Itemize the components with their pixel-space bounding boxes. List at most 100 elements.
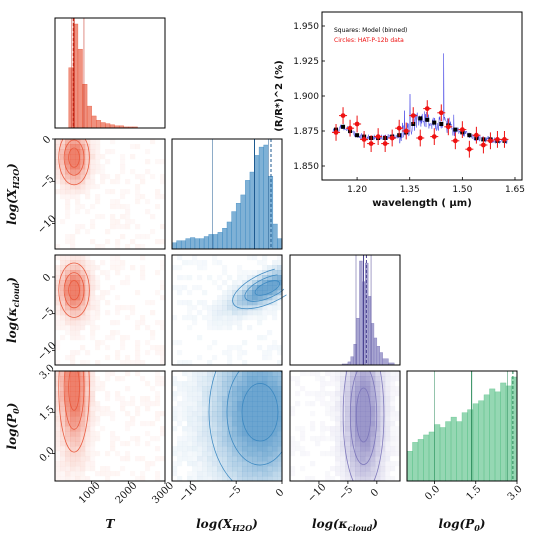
density-cell [110, 224, 116, 230]
density-cell [272, 391, 278, 397]
density-cell [80, 446, 86, 452]
density-cell [267, 471, 273, 477]
density-cell [300, 431, 306, 437]
density-cell [95, 164, 101, 170]
density-cell [370, 386, 376, 392]
density-cell [90, 169, 96, 175]
density-cell [80, 285, 86, 291]
density-cell [212, 456, 218, 462]
density-cell [90, 265, 96, 271]
density-cell [257, 426, 263, 432]
density-cell [125, 401, 131, 407]
density-cell [145, 209, 151, 215]
density-cell [80, 300, 86, 306]
density-cell [105, 396, 111, 402]
density-cell [80, 441, 86, 447]
density-cell [60, 144, 66, 150]
density-cell [85, 386, 91, 392]
density-cell [295, 376, 301, 382]
density-cell [135, 290, 141, 296]
density-cell [55, 476, 61, 482]
density-cell [217, 320, 223, 326]
density-cell [197, 456, 203, 462]
density-cell [70, 159, 76, 165]
density-cell [160, 265, 166, 271]
density-cell [75, 149, 81, 155]
data-point [389, 135, 395, 141]
density-cell [65, 471, 71, 477]
density-cell [130, 360, 136, 366]
density-cell [257, 416, 263, 422]
data-point [333, 130, 339, 135]
density-cell [365, 401, 371, 407]
density-cell [257, 431, 263, 437]
density-cell [60, 260, 66, 266]
density-cell [227, 466, 233, 472]
density-cell [252, 255, 258, 261]
density-cell [115, 320, 121, 326]
density-cell [80, 421, 86, 427]
density-cell [95, 184, 101, 190]
density-cell [212, 411, 218, 417]
density-cell [325, 371, 331, 377]
density-cell [95, 431, 101, 437]
density-cell [232, 396, 238, 402]
density-cell [187, 260, 193, 266]
density-cell [335, 406, 341, 412]
density-cell [155, 436, 161, 442]
density-cell [70, 149, 76, 155]
density-cell [65, 139, 71, 145]
density-cell [115, 396, 121, 402]
density-cell [242, 305, 248, 311]
density-cell [202, 466, 208, 472]
density-cell [257, 441, 263, 447]
density-cell [365, 441, 371, 447]
density-cell [267, 305, 273, 311]
density-cell [197, 310, 203, 316]
density-cell [320, 451, 326, 457]
density-cell [75, 305, 81, 311]
density-cell [340, 401, 346, 407]
density-cell [212, 340, 218, 346]
density-cell [385, 386, 391, 392]
density-cell [105, 335, 111, 341]
density-cell [385, 421, 391, 427]
density-cell [222, 315, 228, 321]
density-cell [75, 431, 81, 437]
density-cell [60, 391, 66, 397]
density-cell [177, 275, 183, 281]
density-cell [320, 376, 326, 382]
density-cell [197, 396, 203, 402]
density-cell [330, 401, 336, 407]
density-cell [182, 360, 188, 366]
y-tick-label: 0.0 [38, 445, 57, 464]
density-cell [70, 265, 76, 271]
density-cell [247, 441, 253, 447]
density-cell [65, 446, 71, 452]
density-cell [390, 416, 396, 422]
density-cell [65, 355, 71, 361]
density-cell [90, 149, 96, 155]
density-cell [232, 411, 238, 417]
density-cell [227, 300, 233, 306]
density-cell [182, 396, 188, 402]
density-cell [330, 371, 336, 377]
density-cell [80, 381, 86, 387]
density-cell [150, 401, 156, 407]
density-cell [60, 310, 66, 316]
density-cell [80, 260, 86, 266]
density-cell [105, 290, 111, 296]
density-cell [90, 451, 96, 457]
density-cell [55, 169, 61, 175]
density-cell [252, 446, 258, 452]
density-cell [202, 265, 208, 271]
density-cell [385, 456, 391, 462]
density-cell [110, 189, 116, 195]
density-cell [340, 376, 346, 382]
density-cell [242, 381, 248, 387]
density-cell [325, 476, 331, 482]
density-cell [75, 174, 81, 180]
density-cell [110, 371, 116, 377]
density-cell [70, 411, 76, 417]
density-cell [217, 401, 223, 407]
